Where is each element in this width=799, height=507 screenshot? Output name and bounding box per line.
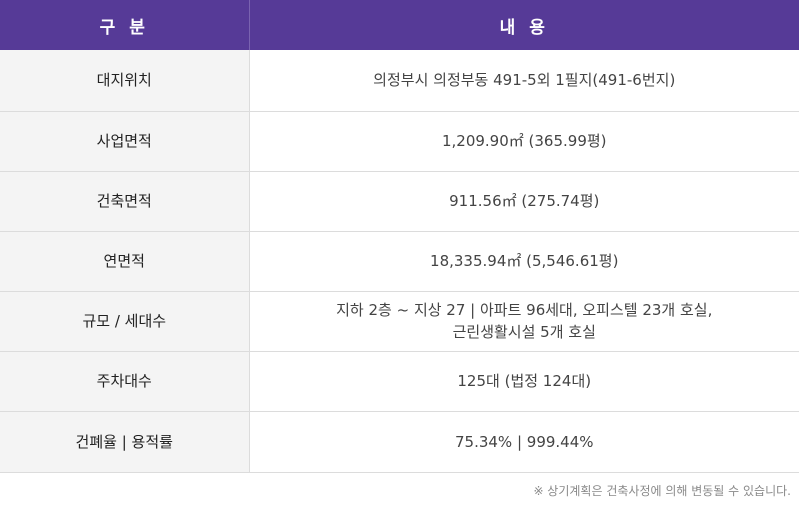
row-label: 규모 / 세대수: [0, 291, 250, 352]
row-value: 18,335.94㎡ (5,546.61평): [249, 231, 799, 292]
header-category: 구 분: [0, 0, 250, 50]
row-label: 건축면적: [0, 171, 250, 232]
row-value: 125대 (법정 124대): [249, 351, 799, 412]
table-row-total-floor-area: 연면적 18,335.94㎡ (5,546.61평): [0, 231, 799, 292]
row-value-line: 125대 (법정 124대): [457, 372, 592, 390]
row-label: 주차대수: [0, 351, 250, 412]
row-value: 75.34% | 999.44%: [249, 411, 799, 473]
disclaimer-note: ※ 상기계획은 건축사정에 의해 변동될 수 있습니다.: [533, 483, 791, 498]
row-label: 대지위치: [0, 50, 250, 112]
header-content: 내 용: [249, 0, 799, 50]
row-value: 지하 2층 ~ 지상 27 | 아파트 96세대, 오피스텔 23개 호실, 근…: [249, 291, 799, 352]
row-label: 연면적: [0, 231, 250, 292]
table-row-coverage-floor-ratio: 건폐율 | 용적률 75.34% | 999.44%: [0, 411, 799, 473]
row-label: 건폐율 | 용적률: [0, 411, 250, 473]
row-label: 사업면적: [0, 111, 250, 172]
table-header-row: 구 분 내 용: [0, 0, 799, 50]
table-row-building-area: 건축면적 911.56㎡ (275.74평): [0, 171, 799, 232]
row-value-line: 1,209.90㎡ (365.99평): [441, 132, 607, 150]
row-value-line: 의정부시 의정부동 491-5외 1필지(491-6번지): [373, 71, 676, 90]
row-value-line: 지하 2층 ~ 지상 27 | 아파트 96세대, 오피스텔 23개 호실,: [336, 301, 713, 319]
table-row-scale-households: 규모 / 세대수 지하 2층 ~ 지상 27 | 아파트 96세대, 오피스텔 …: [0, 291, 799, 352]
table-row-business-area: 사업면적 1,209.90㎡ (365.99평): [0, 111, 799, 172]
row-value: 1,209.90㎡ (365.99평): [249, 111, 799, 172]
row-value-line: 근린생활시설 5개 호실: [452, 323, 596, 341]
table-row-site-location: 대지위치 의정부시 의정부동 491-5외 1필지(491-6번지): [0, 50, 799, 112]
row-value: 의정부시 의정부동 491-5외 1필지(491-6번지): [249, 50, 799, 112]
row-value-line: 911.56㎡ (275.74평): [449, 192, 600, 210]
project-spec-table: 구 분 내 용 대지위치 의정부시 의정부동 491-5외 1필지(491-6번…: [0, 0, 799, 473]
table-row-parking: 주차대수 125대 (법정 124대): [0, 351, 799, 412]
row-value-line: 18,335.94㎡ (5,546.61평): [430, 252, 619, 270]
row-value-line: 75.34% | 999.44%: [454, 432, 594, 451]
row-value: 911.56㎡ (275.74평): [249, 171, 799, 232]
